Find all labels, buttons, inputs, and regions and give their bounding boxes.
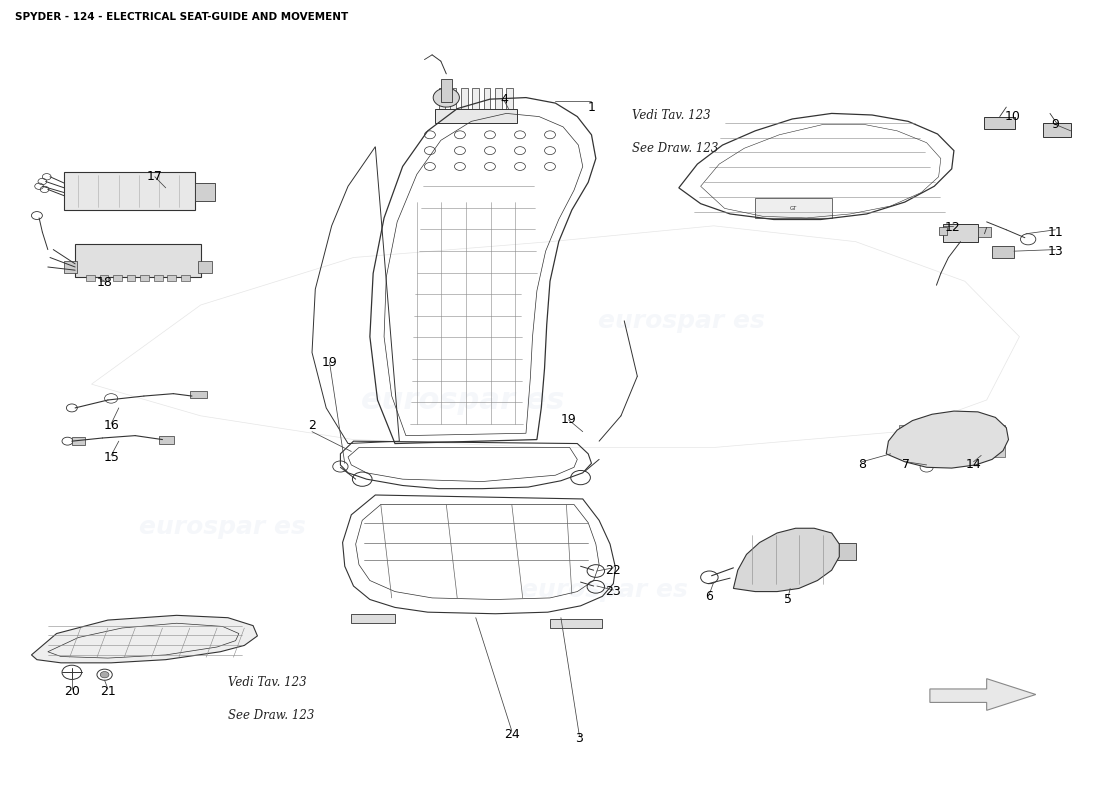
Bar <box>182 275 189 282</box>
Text: 21: 21 <box>100 685 116 698</box>
Bar <box>992 246 1014 258</box>
Text: 10: 10 <box>1005 110 1021 123</box>
Text: 14: 14 <box>966 458 981 471</box>
Bar <box>113 275 122 282</box>
Bar <box>984 117 1015 130</box>
Bar <box>72 438 85 445</box>
Bar <box>978 227 991 237</box>
Text: 16: 16 <box>103 419 119 432</box>
Text: 11: 11 <box>1047 226 1064 238</box>
Bar <box>943 224 978 242</box>
Text: 19: 19 <box>561 414 576 426</box>
Text: eurospar es: eurospar es <box>597 309 764 333</box>
Bar <box>436 109 517 123</box>
Text: SPYDER - 124 - ELECTRICAL SEAT-GUIDE AND MOVEMENT: SPYDER - 124 - ELECTRICAL SEAT-GUIDE AND… <box>15 12 349 22</box>
Text: 12: 12 <box>945 221 960 234</box>
Polygon shape <box>32 615 257 663</box>
Text: 18: 18 <box>97 276 112 290</box>
Bar <box>495 88 502 120</box>
Text: 8: 8 <box>858 458 866 471</box>
Text: eurospar es: eurospar es <box>521 578 688 602</box>
Text: 4: 4 <box>500 93 508 106</box>
Text: 3: 3 <box>575 732 583 746</box>
Bar <box>461 88 468 120</box>
Circle shape <box>100 671 109 678</box>
Bar <box>189 390 207 398</box>
Polygon shape <box>734 528 839 591</box>
Bar <box>441 78 452 102</box>
Bar <box>938 227 947 235</box>
Bar <box>126 275 135 282</box>
Text: 2: 2 <box>308 419 316 432</box>
Text: 13: 13 <box>1047 245 1064 258</box>
Polygon shape <box>351 614 395 623</box>
Bar <box>1044 123 1070 137</box>
Text: GT: GT <box>790 206 798 211</box>
Text: Vedi Tav. 123: Vedi Tav. 123 <box>228 675 307 689</box>
Bar <box>439 88 446 120</box>
Bar <box>167 275 176 282</box>
Bar <box>946 426 959 457</box>
Bar <box>506 88 513 120</box>
Bar <box>75 244 200 278</box>
Text: 22: 22 <box>605 564 621 577</box>
Bar <box>160 436 175 443</box>
Text: 5: 5 <box>784 593 792 606</box>
Circle shape <box>433 88 460 107</box>
Bar <box>484 88 491 120</box>
Bar <box>756 198 832 218</box>
Polygon shape <box>887 411 1009 468</box>
Bar <box>900 426 912 457</box>
Bar <box>154 275 163 282</box>
Polygon shape <box>930 678 1036 710</box>
Text: 1: 1 <box>587 101 595 114</box>
Text: Vedi Tav. 123: Vedi Tav. 123 <box>631 109 711 122</box>
Bar <box>992 426 1005 457</box>
Text: eurospar es: eurospar es <box>361 386 564 414</box>
Bar <box>832 542 856 560</box>
Bar <box>141 275 149 282</box>
Text: 24: 24 <box>504 727 519 741</box>
Bar <box>64 262 77 274</box>
Text: 17: 17 <box>147 170 163 183</box>
Bar <box>195 183 214 201</box>
Text: 20: 20 <box>64 685 80 698</box>
Text: 15: 15 <box>103 450 119 463</box>
Text: 6: 6 <box>705 590 713 603</box>
Bar <box>923 426 936 457</box>
Text: 7: 7 <box>902 458 910 471</box>
Bar <box>969 426 982 457</box>
Bar <box>64 172 195 210</box>
Bar <box>100 275 108 282</box>
Polygon shape <box>550 618 603 628</box>
Text: See Draw. 123: See Draw. 123 <box>631 142 718 155</box>
Bar <box>473 88 478 120</box>
Text: See Draw. 123: See Draw. 123 <box>228 709 315 722</box>
Bar <box>86 275 95 282</box>
Text: 9: 9 <box>1052 118 1059 131</box>
Text: 19: 19 <box>321 355 338 369</box>
Bar <box>450 88 456 120</box>
Text: 23: 23 <box>605 585 621 598</box>
Bar <box>198 262 211 274</box>
Text: eurospar es: eurospar es <box>139 514 306 538</box>
